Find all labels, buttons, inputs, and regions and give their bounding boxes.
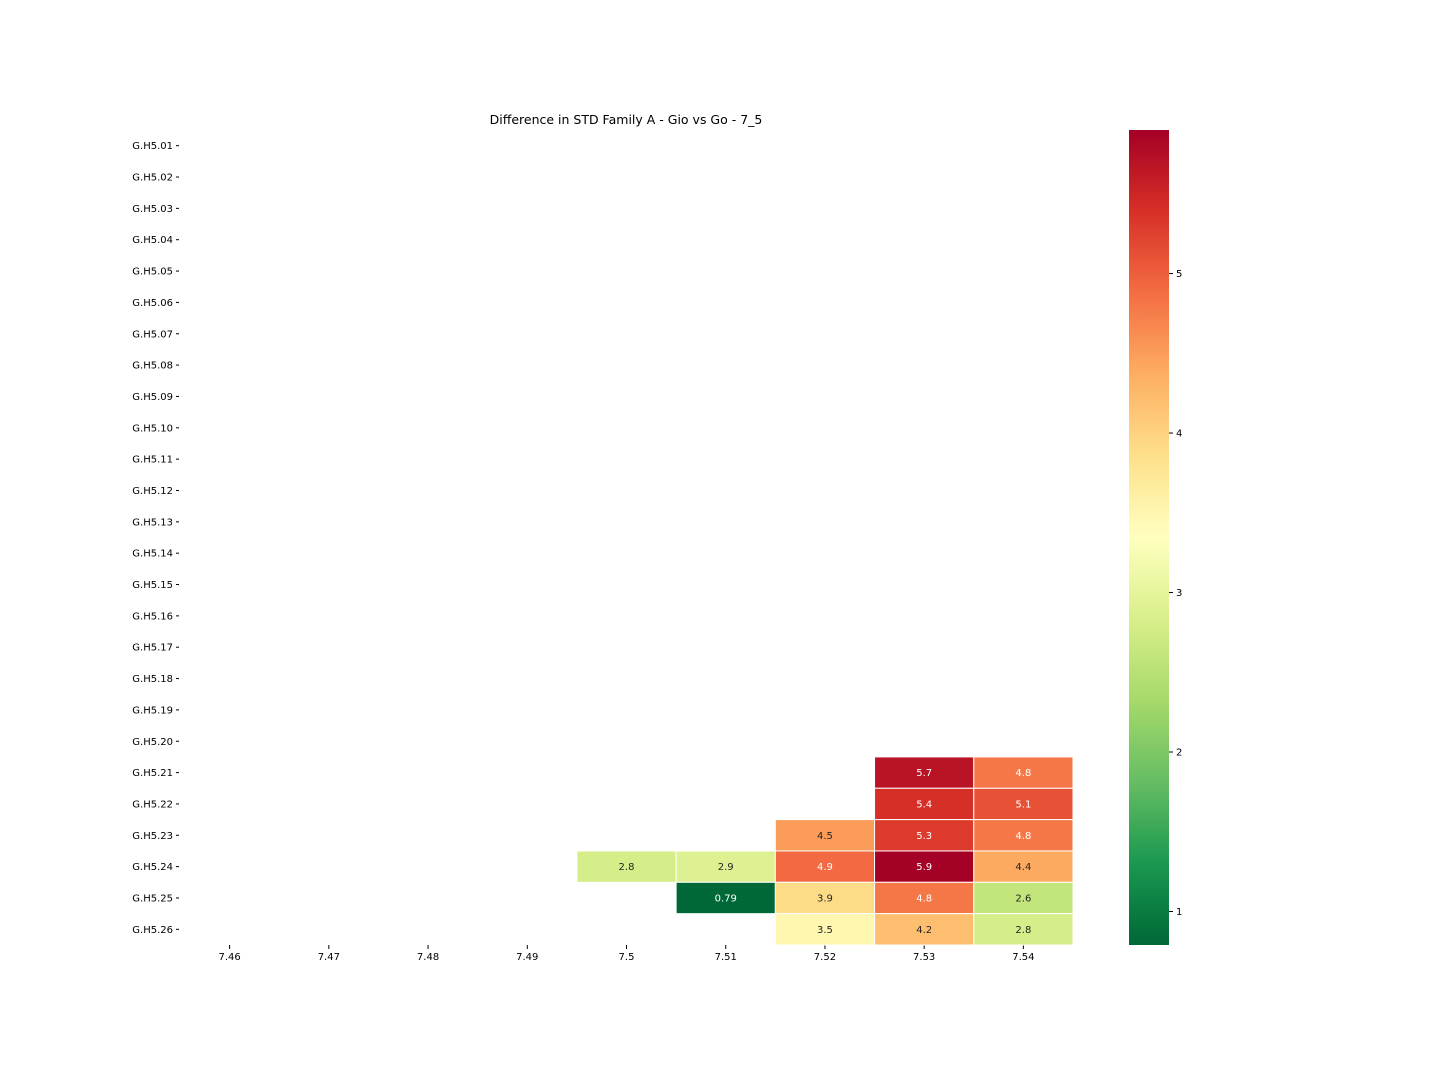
cell-value-label: 4.8 [1015,831,1031,842]
colorbar-tick-label: 4 [1176,429,1182,440]
x-tick-label: 7.53 [913,952,935,963]
heatmap-cell [675,850,776,883]
y-tick-label: G.H5.22 [132,799,173,810]
cell-value-label: 4.8 [1015,768,1031,779]
cell-value-label: 4.4 [1015,862,1031,873]
heatmap-cell [874,913,975,946]
cell-value-label: 2.8 [1015,925,1031,936]
heatmap-cell [675,881,776,915]
y-tick-label: G.H5.05 [132,267,173,278]
y-tick-label: G.H5.01 [132,141,173,152]
x-tick-label: 7.47 [318,952,340,963]
heatmap-cell [874,787,975,821]
cell-value-label: 0.79 [715,893,737,904]
cell-value-label: 5.1 [1015,799,1031,810]
y-tick-label: G.H5.11 [132,455,173,466]
cell-value-label: 2.9 [718,862,734,873]
x-tick-label: 7.49 [516,952,538,963]
y-tick-label: G.H5.24 [132,862,173,873]
y-tick-label: G.H5.16 [132,611,173,622]
cell-value-label: 5.7 [916,768,932,779]
colorbar-tick-label: 5 [1176,269,1182,280]
heatmap-cells: 5.7 4.8 5.4 5.1 4.5 5.3 4.8 2.8 2.9 4.9 5.9 4.4 0.79… [576,756,1074,946]
heatmap-cell [973,881,1074,915]
x-tick-label: 7.54 [1012,952,1034,963]
colorbar: 1 2 3 4 5 [1129,130,1182,945]
cell-value-label: 2.6 [1015,893,1031,904]
heatmap-cell [973,913,1074,946]
heatmap-cell [973,850,1074,883]
cell-value-label: 4.5 [817,831,833,842]
y-tick-label: G.H5.15 [132,580,173,591]
y-tick-label: G.H5.04 [132,235,173,246]
x-tick-label: 7.52 [814,952,836,963]
heatmap-cell [973,756,1074,789]
y-tick-label: G.H5.09 [132,392,173,403]
cell-value-label: 4.9 [817,862,833,873]
cell-value-label: 3.9 [817,893,833,904]
x-tick-label: 7.51 [715,952,737,963]
y-tick-label: G.H5.14 [132,549,173,560]
y-tick-label: G.H5.10 [132,423,173,434]
heatmap-cell [874,881,975,915]
y-tick-label: G.H5.26 [132,925,173,936]
cell-value-label: 4.8 [916,893,932,904]
cell-value-label: 5.9 [916,862,932,873]
y-tick-label: G.H5.08 [132,361,173,372]
colorbar-tick-label: 2 [1176,748,1182,759]
y-tick-label: G.H5.12 [132,486,173,497]
colorbar-tick-label: 1 [1176,907,1182,918]
x-axis: 7.46 7.47 7.48 7.49 7.5 7.51 7.52 7.53 7.54 [218,945,1035,963]
y-tick-label: G.H5.07 [132,329,173,340]
heatmap-cell [874,850,975,883]
chart-title: Difference in STD Family A - Gio vs Go -… [490,112,763,127]
cell-value-label: 5.3 [916,831,932,842]
cell-value-label: 5.4 [916,799,932,810]
y-tick-label: G.H5.02 [132,173,173,184]
y-tick-label: G.H5.19 [132,705,173,716]
y-tick-label: G.H5.20 [132,737,173,748]
cell-value-label: 2.8 [619,862,635,873]
heatmap-cell [774,819,876,852]
heatmap-cell [774,913,876,946]
x-tick-label: 7.46 [218,952,240,963]
colorbar-gradient [1129,130,1169,945]
y-axis: G.H5.01 G.H5.02 G.H5.03 G.H5.04 G.H5.05 G.H5.… [132,141,179,936]
colorbar-tick-label: 3 [1176,588,1182,599]
x-tick-label: 7.5 [619,952,635,963]
y-tick-label: G.H5.18 [132,674,173,685]
y-tick-label: G.H5.06 [132,298,173,309]
y-tick-label: G.H5.23 [132,831,173,842]
heatmap-cell [874,756,975,789]
y-tick-label: G.H5.25 [132,893,173,904]
cell-value-label: 4.2 [916,925,932,936]
y-tick-label: G.H5.03 [132,204,173,215]
cell-value-label: 3.5 [817,925,833,936]
x-tick-label: 7.48 [417,952,439,963]
y-tick-label: G.H5.21 [132,768,173,779]
heatmap-cell [774,850,876,883]
y-tick-label: G.H5.17 [132,643,173,654]
y-tick-label: G.H5.13 [132,517,173,528]
heatmap-cell [973,819,1074,852]
